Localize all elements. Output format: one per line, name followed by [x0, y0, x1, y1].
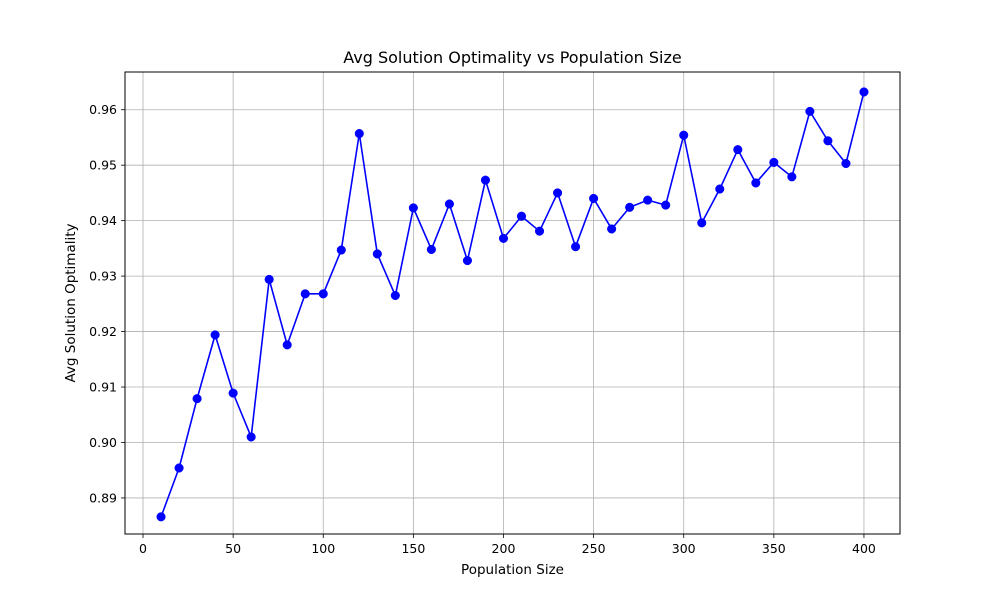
- data-point: [192, 394, 202, 404]
- data-point: [751, 178, 761, 188]
- x-tick-label: 350: [762, 541, 786, 556]
- data-point: [426, 244, 436, 255]
- data-point: [859, 87, 869, 97]
- x-tick-label: 200: [492, 541, 516, 556]
- data-point: [318, 289, 328, 299]
- y-tick-label: 0.94: [89, 213, 117, 228]
- data-point: [282, 340, 292, 350]
- data-point: [390, 290, 400, 301]
- data-point: [408, 203, 418, 213]
- y-tick-label: 0.92: [89, 324, 117, 339]
- data-point: [336, 245, 346, 255]
- y-tick-label: 0.89: [89, 490, 117, 505]
- data-point: [679, 130, 689, 140]
- x-tick-label: 400: [852, 541, 876, 556]
- series-line: [160, 91, 865, 518]
- data-point: [480, 175, 491, 185]
- data-point: [516, 211, 527, 221]
- data-point: [156, 512, 166, 522]
- data-point: [300, 289, 310, 299]
- data-point: [643, 195, 653, 205]
- data-point: [372, 249, 382, 259]
- y-axis-label: Avg Solution Optimality: [63, 223, 79, 382]
- x-tick-label: 100: [311, 541, 335, 556]
- data-point: [805, 106, 815, 116]
- data-point: [841, 158, 851, 169]
- data-point: [733, 145, 743, 155]
- y-tick-label: 0.93: [89, 269, 117, 284]
- x-tick-label: 0: [139, 541, 147, 556]
- plot-area-frame: [124, 71, 901, 535]
- y-tick-label: 0.90: [89, 435, 117, 450]
- data-point: [246, 432, 256, 442]
- chart-title: Avg Solution Optimality vs Population Si…: [343, 48, 681, 67]
- y-tick-label: 0.96: [89, 102, 117, 117]
- axis-ticks: 0 50 100 150 200 250 300 350 400 0.89 0.90 0.91 0.92…: [89, 102, 876, 556]
- x-tick-label: 50: [225, 541, 241, 556]
- data-point: [589, 193, 599, 204]
- data-point: [210, 330, 220, 340]
- y-tick-label: 0.91: [89, 380, 117, 395]
- data-point: [553, 188, 563, 198]
- data-point: [607, 224, 617, 234]
- data-point: [264, 274, 274, 284]
- data-point: [534, 226, 545, 236]
- data-point: [444, 199, 454, 209]
- data-point: [174, 463, 184, 473]
- data-point: [462, 256, 472, 266]
- data-point: [769, 157, 779, 167]
- series-marker-layer: [156, 87, 869, 522]
- data-point: [697, 218, 707, 228]
- x-tick-label: 250: [582, 541, 606, 556]
- data-point: [823, 136, 833, 146]
- grid-lines: [125, 72, 900, 534]
- data-point: [498, 233, 509, 243]
- data-point: [787, 172, 797, 182]
- data-point: [354, 129, 364, 139]
- data-point: [715, 184, 725, 194]
- x-tick-label: 150: [401, 541, 425, 556]
- data-point: [571, 242, 581, 252]
- y-tick-label: 0.95: [89, 158, 117, 173]
- data-point: [228, 388, 238, 398]
- x-axis-label: Population Size: [461, 562, 564, 578]
- series-line-layer: [160, 91, 865, 518]
- data-point: [625, 202, 635, 212]
- data-point: [661, 200, 671, 210]
- x-tick-label: 300: [672, 541, 696, 556]
